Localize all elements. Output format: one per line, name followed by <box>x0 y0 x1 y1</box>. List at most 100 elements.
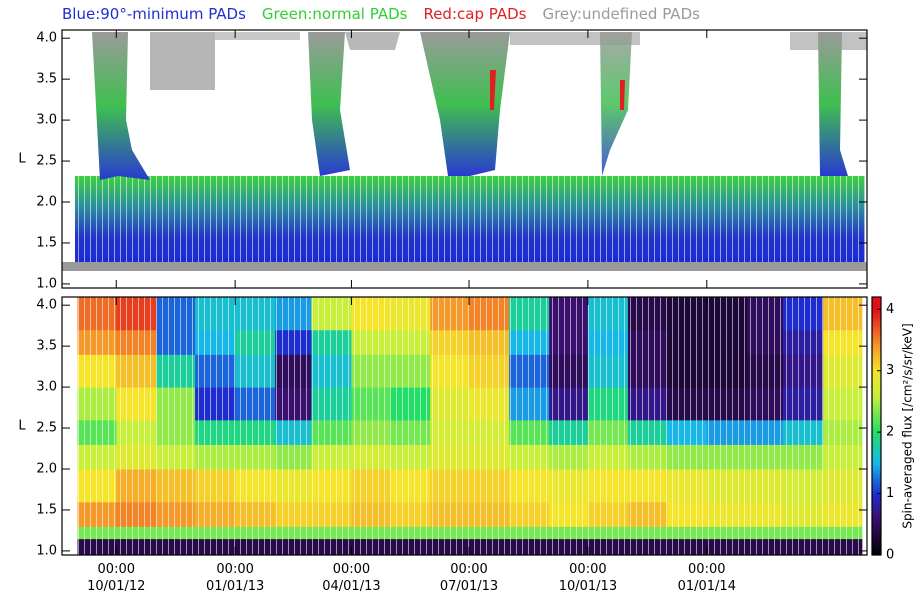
colorbar-swatch <box>872 449 881 453</box>
colorbar-swatch <box>872 397 881 401</box>
colorbar-swatch <box>872 513 881 517</box>
colorbar-swatch <box>872 376 881 381</box>
colorbar-swatch <box>872 309 881 313</box>
colorbar-swatch <box>872 441 881 445</box>
colorbar-swatch <box>872 405 881 409</box>
colorbar-swatch <box>872 346 881 350</box>
colorbar-swatch <box>872 456 881 461</box>
colorbar-swatch <box>872 549 881 553</box>
colorbar-swatch <box>872 475 881 479</box>
colorbar-swatch <box>872 459 881 463</box>
colorbar-swatch <box>872 451 881 455</box>
bottom-frame <box>61 296 868 556</box>
pad-map-image <box>62 32 867 271</box>
legend-title: Blue:90°-minimum PADs Green:normal PADs Re… <box>62 5 700 23</box>
colorbar-swatch <box>872 552 881 556</box>
colorbar-swatch <box>872 500 881 504</box>
colorbar-swatch <box>872 413 881 417</box>
colorbar-swatch <box>872 307 881 311</box>
colorbar-swatch <box>872 495 881 499</box>
colorbar-swatch <box>872 431 881 435</box>
x-tick-label: 00:00 07/01/13 <box>440 562 498 594</box>
colorbar-tick-label: 1 <box>886 486 894 501</box>
colorbar-swatch <box>872 410 881 414</box>
colorbar-swatch <box>872 353 881 357</box>
colorbar-swatch <box>872 348 881 352</box>
colorbar-swatch <box>872 317 881 321</box>
colorbar-swatch <box>872 544 881 548</box>
colorbar-swatch <box>872 529 881 533</box>
colorbar-swatch <box>872 387 881 391</box>
colorbar-swatch <box>872 462 881 466</box>
colorbar-swatch <box>872 395 881 399</box>
colorbar-swatch <box>872 547 881 551</box>
colorbar-swatch <box>872 325 881 329</box>
y-label: L <box>18 152 26 167</box>
colorbar-swatch <box>872 444 881 448</box>
colorbar-swatch <box>872 382 881 386</box>
y-tick-label: 2.5 <box>36 421 57 436</box>
colorbar-swatch <box>872 369 881 373</box>
colorbar-swatch <box>872 534 881 538</box>
colorbar-swatch <box>872 333 881 337</box>
colorbar-swatch <box>872 335 881 339</box>
colorbar-swatch <box>872 361 881 365</box>
colorbar-swatch <box>872 524 881 528</box>
colorbar-swatch <box>872 299 881 303</box>
colorbar-swatch <box>872 415 881 419</box>
colorbar-swatch <box>872 371 881 375</box>
top-frame <box>61 29 868 289</box>
colorbar-swatch <box>872 366 881 370</box>
colorbar-swatch <box>872 426 881 430</box>
colorbar-swatch <box>872 518 881 522</box>
colorbar-swatch <box>872 302 881 306</box>
colorbar-swatch <box>872 384 881 388</box>
colorbar-swatch <box>872 508 881 512</box>
colorbar-swatch <box>872 400 881 404</box>
colorbar-tick-label: 3 <box>886 363 894 378</box>
y-tick-label: 1.0 <box>36 543 57 558</box>
colorbar-swatch <box>872 340 881 344</box>
colorbar-swatch <box>872 358 881 362</box>
colorbar-swatch <box>872 330 881 334</box>
colorbar-swatch <box>872 297 881 301</box>
colorbar-swatch <box>872 436 881 440</box>
x-tick-label: 00:00 10/01/13 <box>559 562 617 594</box>
colorbar-tick-label: 0 <box>886 548 894 563</box>
colorbar-swatch <box>872 304 881 308</box>
colorbar-swatch <box>872 539 881 543</box>
y-tick-label: 1.0 <box>36 276 57 291</box>
colorbar-swatch <box>872 469 881 473</box>
colorbar-swatch <box>872 490 881 494</box>
colorbar-swatch <box>872 322 881 326</box>
data-gaps <box>62 297 867 555</box>
legend-entry: Blue:90°-minimum PADs <box>62 5 246 23</box>
colorbar-swatch <box>872 392 881 396</box>
y-tick-label: 3.5 <box>36 339 57 354</box>
colorbar-swatch <box>872 356 881 360</box>
colorbar-swatch <box>872 389 881 393</box>
y-tick-label: 1.5 <box>36 502 57 517</box>
colorbar-swatch <box>872 542 881 546</box>
y-tick-label: 1.5 <box>36 235 57 250</box>
colorbar-swatch <box>872 482 881 486</box>
colorbar-swatch <box>872 338 881 342</box>
colorbar-swatch <box>872 312 881 316</box>
colorbar-swatch <box>872 327 881 332</box>
colorbar-tick-label: 2 <box>886 425 894 440</box>
y-tick-label: 2.0 <box>36 195 57 210</box>
colorbar-tick-label: 4 <box>886 302 894 317</box>
colorbar-swatch <box>872 446 881 450</box>
y-tick-label: 2.0 <box>36 462 57 477</box>
colorbar-swatch <box>872 472 881 476</box>
colorbar-frame <box>871 296 882 556</box>
x-tick-label: 00:00 10/01/12 <box>87 562 145 594</box>
colorbar-swatch <box>872 531 881 535</box>
colorbar-swatch <box>872 351 881 355</box>
colorbar-swatch <box>872 505 881 510</box>
colorbar-swatch <box>872 521 881 525</box>
y-tick-label: 3.5 <box>36 72 57 87</box>
x-tick-label: 00:00 04/01/13 <box>322 562 380 594</box>
colorbar-swatch <box>872 487 881 491</box>
